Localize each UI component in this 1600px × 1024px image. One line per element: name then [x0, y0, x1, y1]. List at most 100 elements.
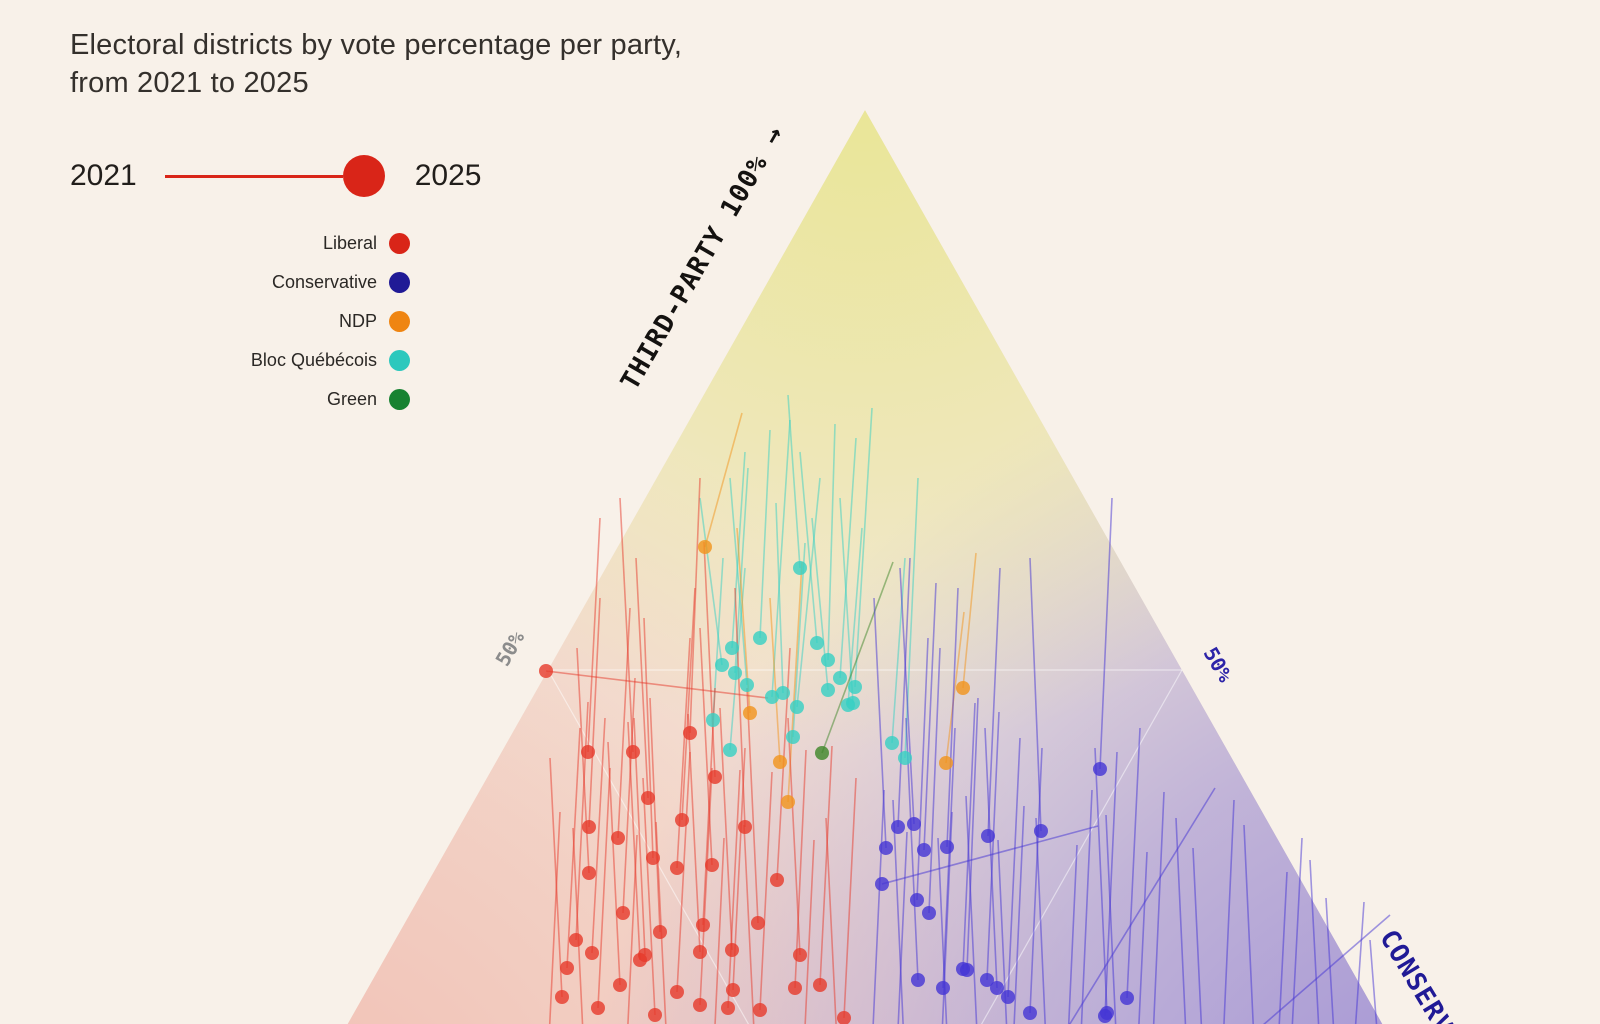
district-dot-bloc — [810, 636, 824, 650]
trail-liberal — [617, 607, 631, 839]
trail-liberal — [549, 757, 563, 998]
trail-bloc — [729, 477, 748, 686]
trail-conservative — [1104, 751, 1118, 1017]
trail-liberal — [689, 477, 701, 734]
trail-liberal — [699, 767, 713, 1006]
trail-liberal — [597, 767, 611, 1009]
page-title: Electoral districts by vote percentage p… — [70, 29, 683, 100]
trail-conservative — [1152, 791, 1165, 1024]
district-dot-liberal — [837, 1011, 851, 1024]
district-dot-bloc — [793, 561, 807, 575]
trail-liberal — [699, 627, 713, 866]
legend-swatch-ndp-icon — [389, 311, 410, 332]
trail-conservative — [1105, 814, 1117, 1024]
trail-liberal — [572, 827, 584, 1024]
time-legend-end-year: 2025 — [414, 159, 482, 192]
trail-liberal — [746, 687, 759, 924]
trail-ndp — [769, 597, 781, 763]
trail-conservative — [1094, 747, 1108, 1014]
trail-liberal — [545, 670, 769, 699]
trail-conservative — [1126, 727, 1141, 999]
trail-conservative — [946, 587, 959, 848]
district-dot-liberal — [738, 820, 752, 834]
trail-conservative — [928, 647, 941, 914]
district-dot-conservative — [911, 973, 925, 987]
district-dot-conservative — [910, 893, 924, 907]
trail-liberal — [655, 821, 667, 1024]
district-dot-liberal — [813, 978, 827, 992]
district-dot-conservative — [917, 843, 931, 857]
district-dot-liberal — [753, 1003, 767, 1017]
triangle-surface — [231, 110, 1499, 1024]
legend-item-ndp: NDP — [200, 302, 410, 341]
district-dot-ndp — [773, 755, 787, 769]
trail-liberal — [727, 769, 741, 1009]
time-legend-line — [164, 174, 343, 178]
district-dot-liberal — [670, 861, 684, 875]
trail-bloc — [799, 451, 818, 644]
trail-liberal — [587, 517, 601, 753]
district-dot-bloc — [848, 680, 862, 694]
trail-conservative — [965, 795, 978, 1024]
time-legend: 2021 2025 — [70, 150, 540, 202]
district-dot-bloc — [786, 730, 800, 744]
district-dot-conservative — [1093, 762, 1107, 776]
district-dot-liberal — [726, 983, 740, 997]
trail-conservative — [1175, 817, 1187, 1024]
trail-liberal — [687, 713, 701, 953]
legend-item-bloc: Bloc Québécois — [200, 341, 410, 380]
trail-liberal — [649, 697, 661, 933]
trail-conservative — [966, 697, 979, 971]
trail-liberal — [642, 777, 656, 1016]
district-dot-conservative — [981, 829, 995, 843]
trail-bloc — [771, 419, 791, 698]
district-dot-ndp — [781, 795, 795, 809]
district-dot-bloc — [715, 658, 729, 672]
district-dot-conservative — [875, 877, 889, 891]
trail-conservative — [1099, 497, 1113, 770]
trail-conservative — [1291, 837, 1303, 1024]
trail-liberal — [607, 741, 621, 986]
legend-swatch-bloc-icon — [389, 350, 410, 371]
trail-liberal — [635, 557, 649, 799]
district-dot-bloc — [898, 751, 912, 765]
trail-ndp — [945, 611, 965, 764]
trail-liberal — [627, 721, 641, 961]
district-dot-liberal — [581, 745, 595, 759]
trail-conservative — [1138, 851, 1148, 1024]
district-dot-conservative — [1001, 990, 1015, 1004]
time-legend-dot — [342, 155, 385, 197]
district-dot-bloc — [723, 743, 737, 757]
trail-green — [821, 561, 894, 754]
district-dot-liberal — [646, 851, 660, 865]
trail-liberal — [719, 707, 733, 951]
legend-label: Liberal — [322, 233, 377, 253]
district-dot-bloc — [765, 690, 779, 704]
district-dot-bloc — [753, 631, 767, 645]
district-dot-liberal — [569, 933, 583, 947]
legend-swatch-green-icon — [389, 389, 410, 410]
trail-liberal — [743, 824, 755, 1024]
trail-conservative — [984, 727, 998, 989]
trail-bloc — [759, 429, 771, 639]
trail-liberal — [759, 771, 773, 1011]
trail-conservative — [923, 582, 937, 851]
district-dot-ndp — [956, 681, 970, 695]
trail-bloc — [891, 557, 906, 744]
district-dot-liberal — [693, 945, 707, 959]
district-dot-conservative — [907, 817, 921, 831]
trail-conservative — [1309, 859, 1320, 1024]
time-legend-start-year: 2021 — [70, 159, 137, 192]
district-dot-conservative — [940, 840, 954, 854]
district-dot-ndp — [939, 756, 953, 770]
legend-item-green: Green — [200, 380, 410, 419]
district-dot-liberal — [648, 1008, 662, 1022]
district-dot-ndp — [698, 540, 712, 554]
district-dot-bloc — [776, 686, 790, 700]
trail-liberal — [702, 687, 716, 926]
trail-conservative — [916, 637, 929, 901]
district-dot-liberal — [616, 906, 630, 920]
district-dot-liberal — [793, 948, 807, 962]
district-dot-liberal — [582, 820, 596, 834]
trail-liberal — [804, 839, 815, 1024]
